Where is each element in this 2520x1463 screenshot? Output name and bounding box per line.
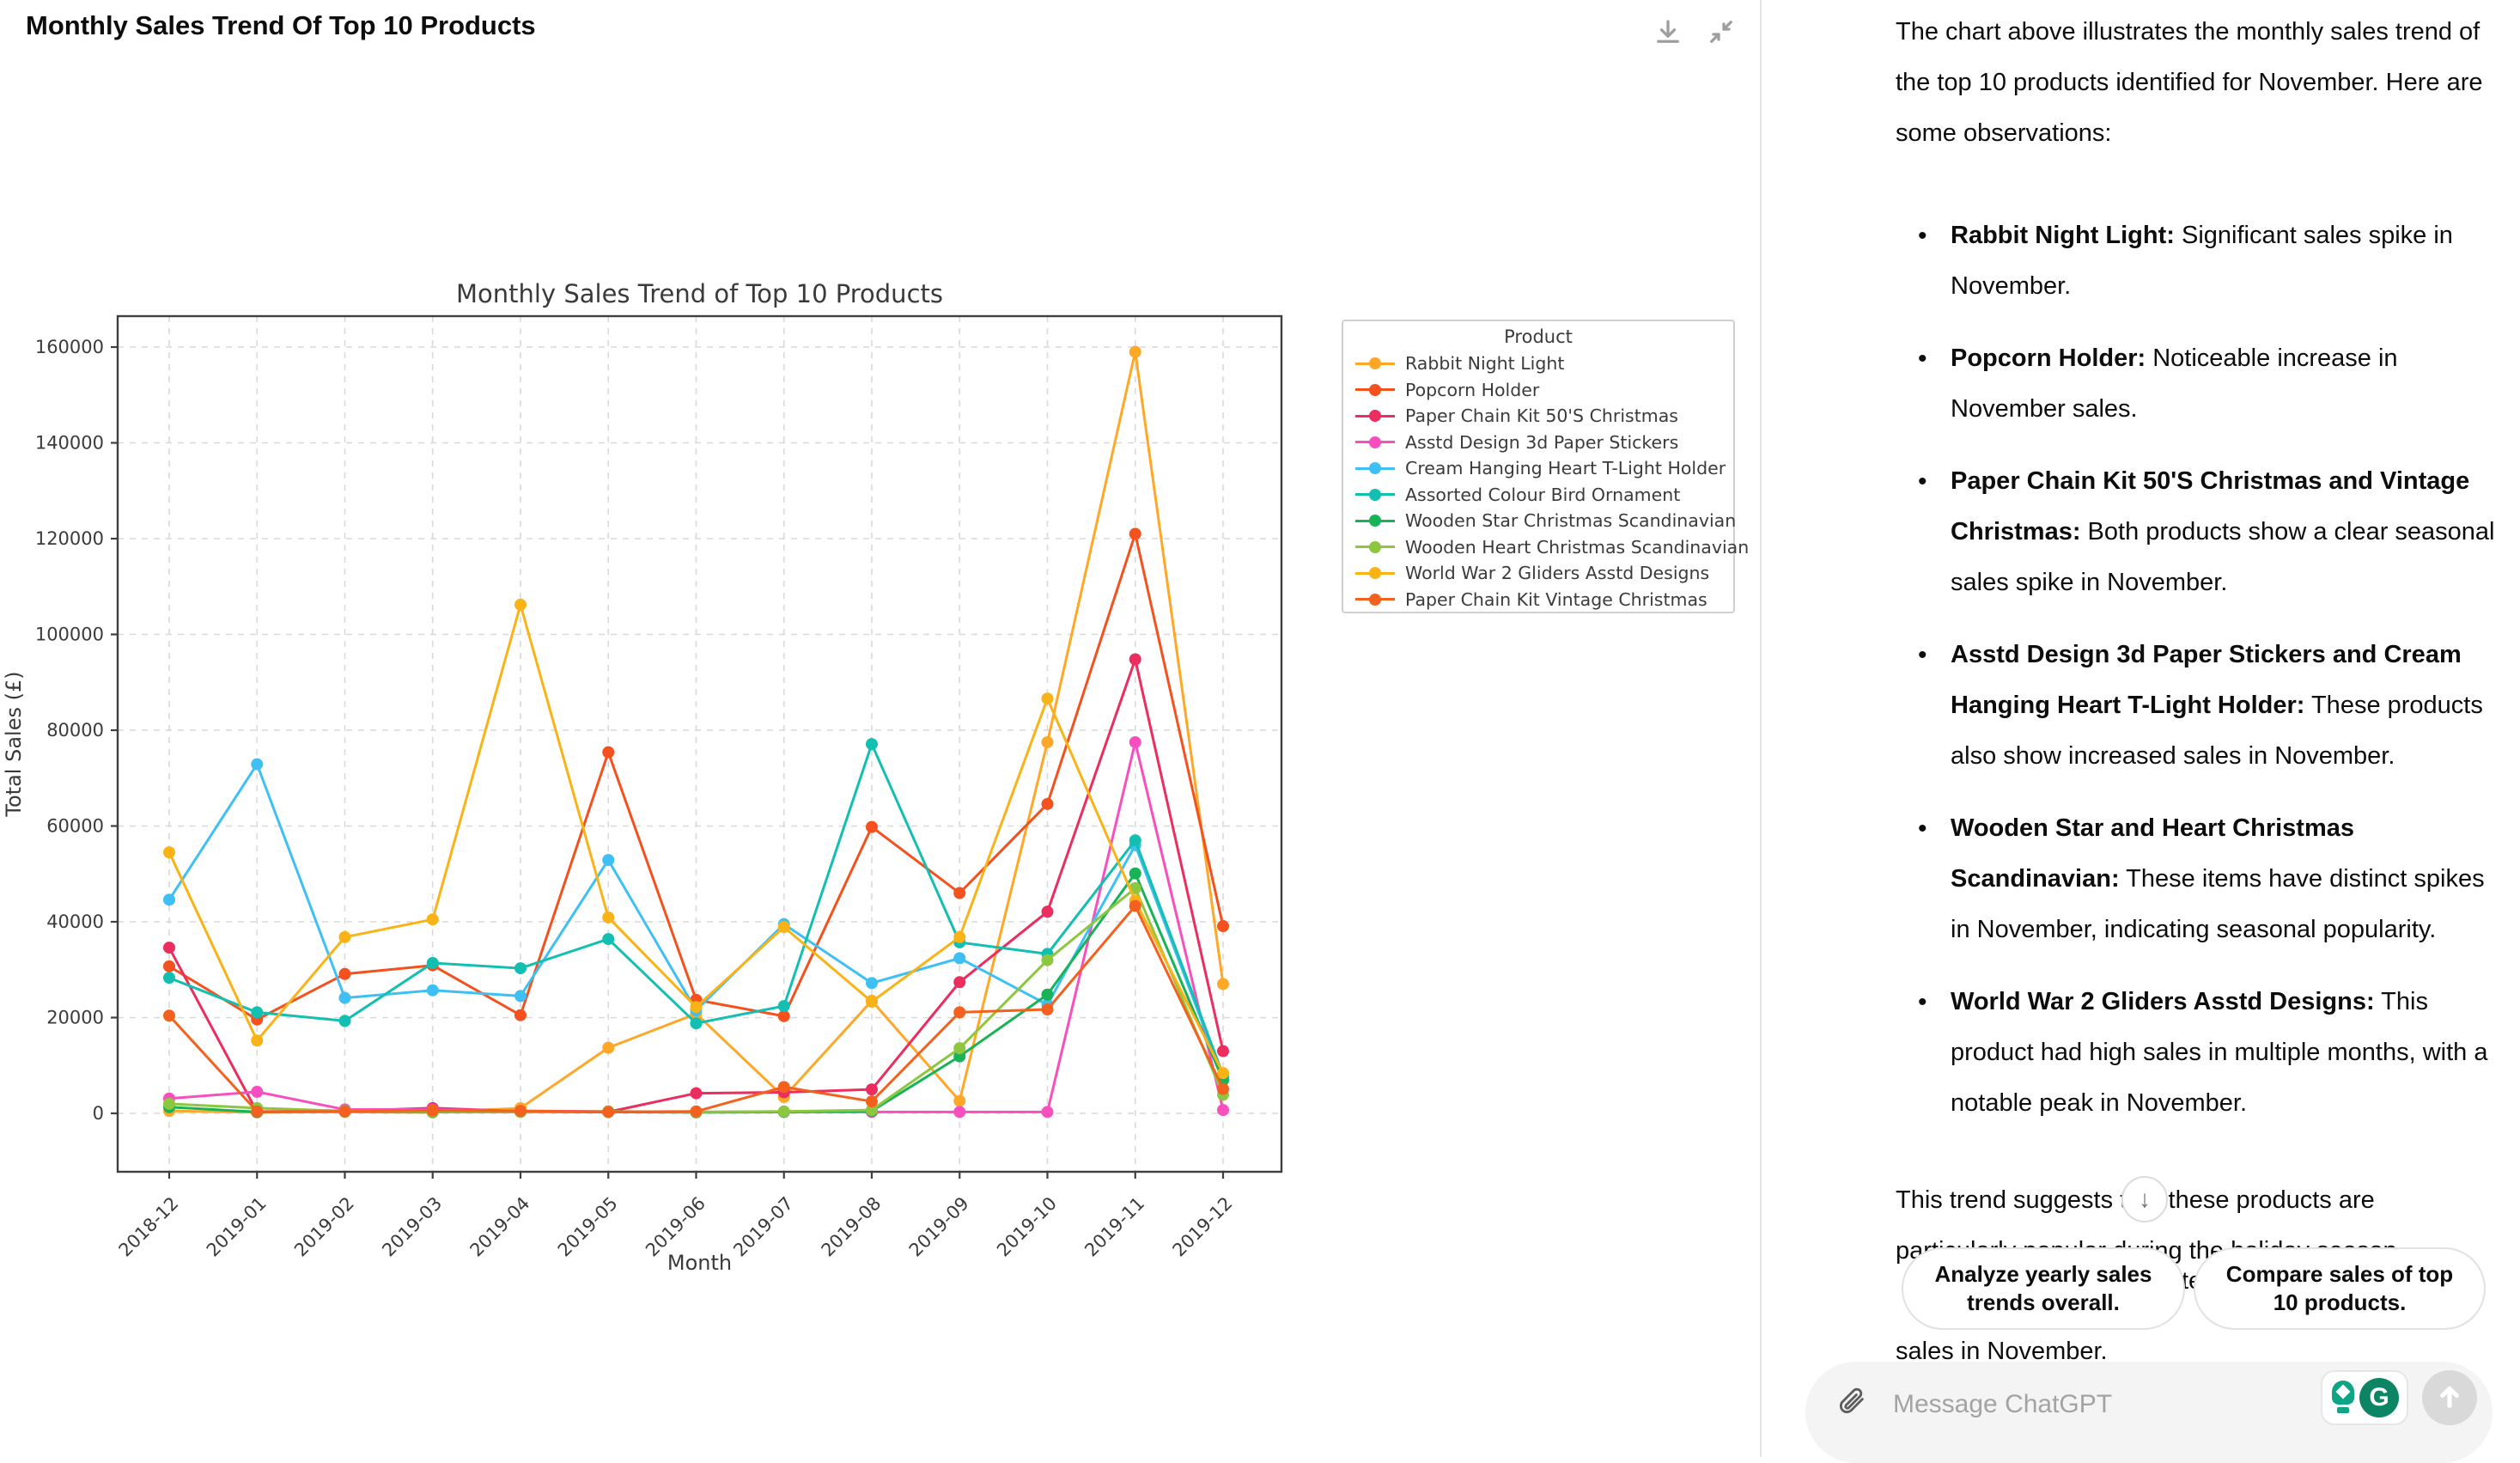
chart-legend: Product Rabbit Night Light Popcorn Holde… [1342,320,1749,613]
legend-item: Assorted Colour Bird Ornament [1343,482,1733,509]
svg-text:2019-01: 2019-01 [203,1193,271,1261]
svg-text:2019-10: 2019-10 [993,1193,1061,1261]
legend-swatch [1355,593,1395,607]
legend-swatch [1355,357,1395,370]
svg-text:0: 0 [93,1103,104,1124]
collapse-icon [1706,20,1737,50]
closing-paragraph-line: sales in November. [1896,1338,2108,1365]
legend-swatch [1355,540,1395,554]
legend-item: Wooden Heart Christmas Scandinavian [1343,534,1749,561]
arrow-down-icon: ↓ [2139,1186,2151,1212]
legend-swatch [1355,436,1395,449]
legend-item: Paper Chain Kit 50'S Christmas [1343,403,1733,430]
suggestion-chip-analyze-trends[interactable]: Analyze yearly sales trends overall. [1902,1247,2185,1330]
svg-text:120000: 120000 [35,528,104,549]
assistant-response-panel: The chart above illustrates the monthly … [1760,0,2520,1463]
list-item: World War 2 Gliders Asstd Designs: This … [1896,977,2502,1129]
legend-swatch [1355,514,1395,527]
svg-text:80000: 80000 [46,720,104,741]
legend-swatch [1355,409,1395,423]
svg-text:2019-04: 2019-04 [466,1193,534,1261]
svg-text:2019-03: 2019-03 [378,1193,446,1261]
svg-text:2018-12: 2018-12 [115,1193,183,1261]
svg-text:100000: 100000 [35,625,104,645]
list-item: Asstd Design 3d Paper Stickers and Cream… [1896,630,2502,782]
message-input[interactable] [1891,1382,2273,1427]
svg-text:2019-02: 2019-02 [290,1193,358,1261]
attach-file-icon[interactable] [1836,1386,1866,1415]
legend-item: Cream Hanging Heart T-Light Holder [1343,455,1733,482]
grammarly-icon: G [2359,1378,2399,1417]
download-icon [1653,19,1683,50]
list-item: Popcorn Holder: Noticeable increase in N… [1896,333,2502,435]
svg-text:Month: Month [667,1251,732,1275]
legend-swatch [1355,461,1395,475]
legend-item: Asstd Design 3d Paper Stickers [1343,430,1733,456]
svg-text:60000: 60000 [46,816,104,837]
legend-swatch [1355,383,1395,397]
send-message-button[interactable] [2422,1370,2477,1425]
svg-text:2019-07: 2019-07 [729,1193,797,1261]
svg-text:160000: 160000 [35,337,104,357]
svg-text:2019-09: 2019-09 [905,1193,973,1261]
legend-title: Product [1504,326,1573,347]
list-item: Rabbit Night Light: Significant sales sp… [1896,210,2502,312]
svg-text:140000: 140000 [35,433,104,454]
collapse-button[interactable] [1704,15,1738,50]
response-intro: The chart above illustrates the monthly … [1896,18,2483,147]
svg-text:Monthly Sales Trend of Top 10: Monthly Sales Trend of Top 10 Products [456,279,943,308]
svg-text:2019-05: 2019-05 [554,1193,622,1261]
svg-text:2019-12: 2019-12 [1169,1193,1237,1261]
list-item: Paper Chain Kit 50'S Christmas and Vinta… [1896,456,2502,608]
svg-text:2019-11: 2019-11 [1080,1193,1148,1261]
svg-text:Total Sales (£): Total Sales (£) [2,671,26,817]
grammarly-extension-badge[interactable]: G [2321,1370,2408,1425]
observations-list: Rabbit Night Light: Significant sales sp… [1896,210,2502,1150]
message-composer: G [1805,1362,2493,1463]
svg-text:20000: 20000 [46,1008,104,1028]
legend-item: Popcorn Holder [1343,377,1733,404]
suggestion-chip-compare-sales[interactable]: Compare sales of top 10 products. [2194,1247,2486,1330]
suggestion-bulb-icon [2330,1381,2356,1415]
artifact-title: Monthly Sales Trend Of Top 10 Products [26,10,536,40]
legend-item: Wooden Star Christmas Scandinavian [1343,508,1736,534]
sales-trend-line-chart: 0 20000 40000 60000 80000 100000 120000 140000 1… [2,279,1283,1275]
list-item: Wooden Star and Heart Christmas Scandina… [1896,803,2502,955]
svg-text:2019-08: 2019-08 [818,1193,886,1261]
svg-text:40000: 40000 [46,911,104,932]
legend-swatch [1355,566,1395,580]
download-button[interactable] [1651,15,1685,50]
legend-item: Rabbit Night Light [1343,351,1733,377]
scroll-to-bottom-button[interactable]: ↓ [2121,1176,2168,1222]
arrow-up-icon [2434,1386,2465,1415]
chart-artifact-panel: Monthly Sales Trend Of Top 10 Products 0… [2,10,1750,1275]
legend-item: World War 2 Gliders Asstd Designs [1343,560,1733,587]
legend-item: Paper Chain Kit Vintage Christmas [1343,587,1733,613]
legend-swatch [1355,488,1395,502]
